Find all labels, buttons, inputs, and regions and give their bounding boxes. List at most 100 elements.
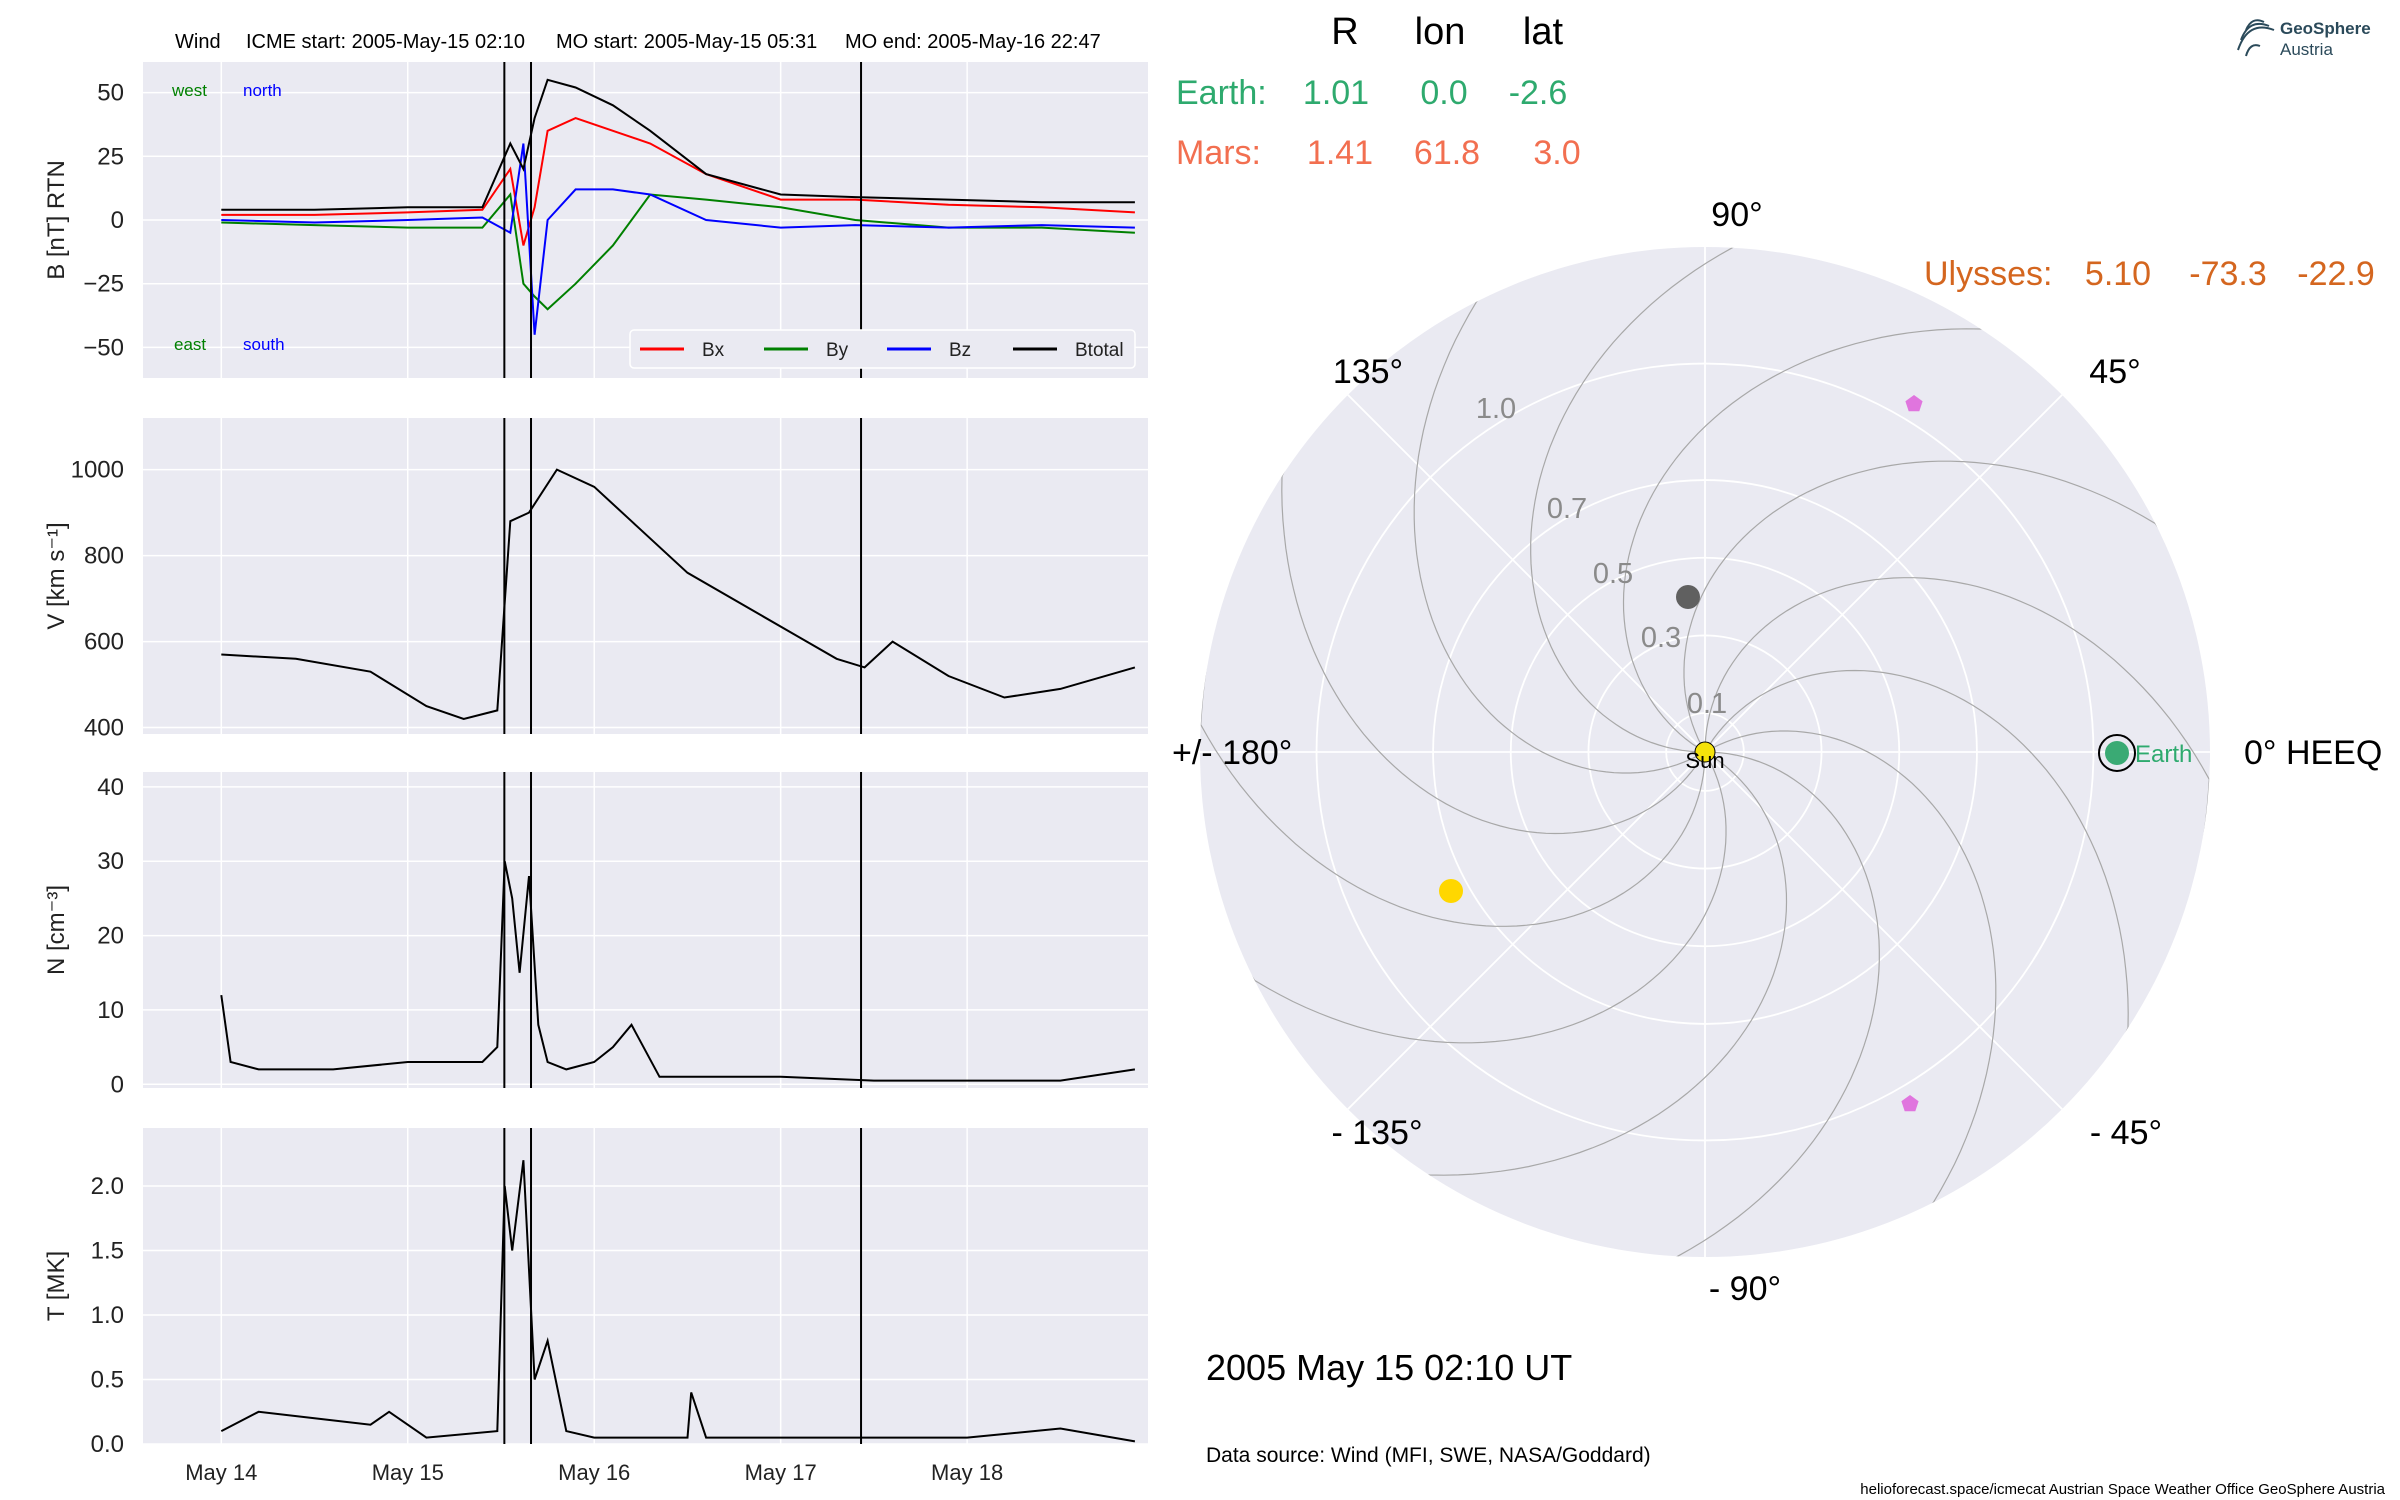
parker-spiral-line: [1565, 751, 1880, 1257]
series-line-bx: [221, 117, 1135, 246]
parker-spiral-line: [1704, 577, 2210, 911]
sun-marker: [1694, 741, 1716, 763]
magnetic-field-panel: 50 25 0 −25 −50 B [nT] RTN west north east south B…: [43, 62, 1148, 378]
icme-start-label: ICME start: 2005-May-15 02:10: [246, 31, 525, 53]
mars-row-r: 1.41: [1307, 134, 1373, 172]
venus-marker: [1439, 879, 1463, 903]
mo-start-label: MO start: 2005-May-15 05:31: [556, 31, 817, 53]
radial-tick-label: 0.7: [1547, 493, 1587, 525]
y-tick-label: −50: [83, 334, 124, 361]
angle-label-0: 0° HEEQ: [2244, 734, 2382, 772]
timeseries-header: Wind ICME start: 2005-May-15 02:10 MO st…: [175, 31, 1101, 53]
y-tick-label: −25: [83, 271, 124, 298]
y-axis-label: B [nT] RTN: [43, 160, 70, 280]
panel-background: [143, 418, 1148, 734]
geosphere-logo: GeoSphere Austria: [2237, 19, 2371, 59]
x-tick-label: May 14: [185, 1460, 257, 1485]
ulysses-marker: [1901, 1095, 1919, 1112]
y-tick-label: 1.5: [91, 1238, 124, 1265]
ulysses-row-label: Ulysses:: [1924, 255, 2052, 293]
angular-grid-line: [1704, 751, 2063, 1110]
radial-tick-label: 0.5: [1593, 558, 1633, 590]
y-tick-label: 600: [84, 629, 124, 656]
parker-spirals: [1200, 247, 2210, 1257]
south-label: south: [243, 335, 285, 354]
y-tick-label: 800: [84, 543, 124, 570]
x-tick-label: May 17: [745, 1460, 817, 1485]
angular-grid-line: [1347, 394, 1706, 753]
angle-label-90: 90°: [1711, 196, 1762, 234]
legend-label-by: By: [826, 340, 849, 361]
angular-grid-line: [1347, 751, 1706, 1110]
y-tick-label: 2.0: [91, 1173, 124, 1200]
speed-panel: 1000 800 600 400 V [km s⁻¹]: [43, 418, 1148, 742]
parker-spiral-line: [1214, 751, 1727, 1044]
y-tick-label: 25: [97, 143, 124, 170]
series-line-bz: [221, 143, 1135, 335]
parker-spiral-line: [1341, 751, 1788, 1176]
y-axis-label: N [cm⁻³]: [43, 885, 70, 975]
y-axis-label: V [km s⁻¹]: [43, 522, 70, 629]
parker-spiral-line: [1704, 730, 1997, 1257]
density-panel: 40 30 20 10 0 N [cm⁻³]: [43, 772, 1148, 1098]
earth-row-lon: 0.0: [1420, 74, 1467, 112]
mars-row-lat: 3.0: [1533, 134, 1580, 172]
data-source-label: Data source: Wind (MFI, SWE, NASA/Goddar…: [1206, 1444, 1651, 1467]
radial-tick-label: 1.0: [1476, 393, 1516, 425]
y-tick-label: 50: [97, 80, 124, 107]
y-tick-label: 30: [97, 848, 124, 875]
ulysses-row-lat: -22.9: [2297, 255, 2375, 293]
earth-row-r: 1.01: [1303, 74, 1369, 112]
timeseries-panels: 50 25 0 −25 −50 B [nT] RTN west north east south B…: [43, 62, 1148, 1485]
footer-credits: helioforecast.space/icmecat Austrian Spa…: [1860, 1481, 2385, 1498]
y-tick-label: 20: [97, 923, 124, 950]
angle-label-180: +/- 180°: [1172, 734, 1292, 772]
ulysses-row-lon: -73.3: [2189, 255, 2267, 293]
sun-label: Sun: [1685, 748, 1724, 773]
logo-swirl-icon: [2237, 19, 2275, 57]
angle-label-minus135: - 135°: [1331, 1114, 1422, 1152]
angular-grid-line: [1704, 394, 2063, 753]
legend-box: [629, 329, 1136, 369]
angle-label-135: 135°: [1333, 353, 1403, 391]
logo-line2: Austria: [2280, 40, 2333, 59]
y-tick-label: 0.5: [91, 1367, 124, 1394]
radial-tick-label: 0.3: [1641, 622, 1681, 654]
earth-ring: [2098, 734, 2136, 772]
panel-background: [143, 772, 1148, 1088]
temperature-panel: 2.0 1.5 1.0 0.5 0.0 T [MK] May 14 May 15 May 16 M…: [43, 1128, 1148, 1485]
y-axis-label: T [MK]: [43, 1251, 70, 1321]
ulysses-row-r: 5.10: [2085, 255, 2151, 293]
parker-spiral-line: [1413, 247, 1706, 774]
table-header-lon: lon: [1415, 11, 1466, 53]
y-tick-label: 10: [97, 997, 124, 1024]
y-tick-label: 400: [84, 715, 124, 742]
legend: Bx By Bz Btotal: [629, 329, 1136, 369]
mars-marker: [1905, 395, 1923, 412]
earth-marker: [2105, 741, 2129, 765]
legend-label-bz: Bz: [949, 340, 971, 361]
y-tick-label: 40: [97, 774, 124, 801]
y-tick-label: 0: [111, 1071, 124, 1098]
legend-label-bx: Bx: [702, 340, 725, 361]
parker-spiral-line: [1200, 593, 1706, 927]
angle-label-minus90: - 90°: [1709, 1270, 1781, 1308]
parker-spiral-line: [1281, 338, 1706, 835]
x-tick-label: May 15: [372, 1460, 444, 1485]
east-label: east: [174, 335, 206, 354]
y-tick-label: 1000: [71, 457, 124, 484]
y-tick-label: 0: [111, 207, 124, 234]
west-label: west: [171, 81, 207, 100]
x-tick-label: May 16: [558, 1460, 630, 1485]
spacecraft-label: Wind: [175, 31, 221, 53]
parker-spiral-line: [1683, 460, 2196, 753]
panel-background: [143, 1128, 1148, 1444]
series-line-t: [220, 1160, 1136, 1443]
radial-tick-label: 0.1: [1687, 688, 1727, 720]
y-tick-label: 1.0: [91, 1302, 124, 1329]
earth-row-label: Earth:: [1176, 74, 1267, 112]
series-line-v: [221, 468, 1136, 721]
y-tick-label: 0.0: [91, 1431, 124, 1458]
earth-label: Earth: [2135, 741, 2192, 768]
